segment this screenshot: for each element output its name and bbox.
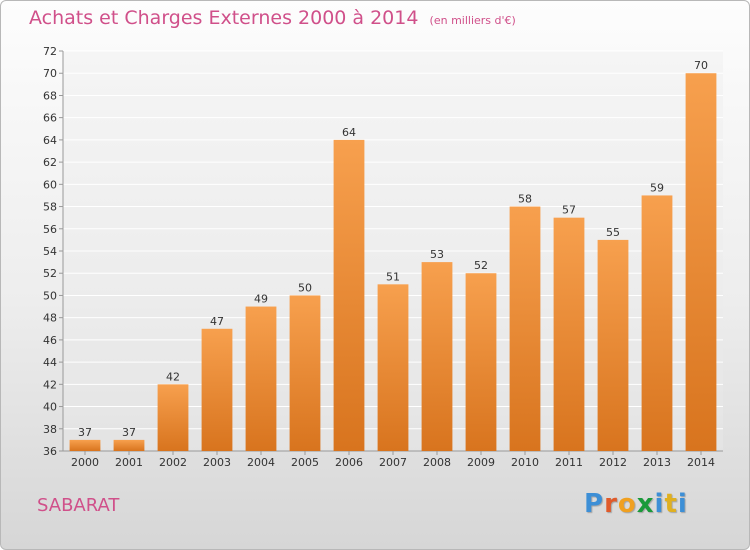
bar: [69, 439, 101, 451]
x-tick-label: 2014: [687, 456, 715, 469]
x-tick-label: 2012: [599, 456, 627, 469]
bar-value-label: 47: [210, 315, 224, 328]
chart-header: Achats et Charges Externes 2000 à 2014 (…: [29, 7, 516, 29]
bar: [465, 273, 497, 451]
y-tick-label: 66: [43, 112, 57, 125]
y-tick-label: 56: [43, 223, 57, 236]
bar: [289, 295, 321, 451]
bar: [113, 439, 145, 451]
logo-letter: r: [604, 489, 618, 519]
bar: [509, 206, 541, 451]
bar-value-label: 37: [122, 426, 136, 439]
logo-letter: o: [617, 489, 637, 519]
y-tick-label: 54: [43, 245, 57, 258]
y-tick-label: 60: [43, 178, 57, 191]
bar: [553, 217, 585, 451]
y-tick-label: 72: [43, 45, 57, 58]
logo-letter: x: [636, 489, 655, 519]
y-tick-label: 62: [43, 156, 57, 169]
bar: [597, 239, 629, 451]
bar-value-label: 57: [562, 204, 576, 217]
logo-letter: t: [664, 489, 678, 519]
bar: [245, 306, 277, 451]
y-tick-label: 44: [43, 356, 57, 369]
bar: [157, 384, 189, 451]
bar-value-label: 55: [606, 226, 620, 239]
commune-name: SABARAT: [37, 495, 120, 516]
x-tick-label: 2011: [555, 456, 583, 469]
bar-value-label: 59: [650, 181, 664, 194]
x-tick-label: 2006: [335, 456, 363, 469]
y-tick-label: 36: [43, 445, 57, 458]
y-tick-label: 70: [43, 67, 57, 80]
x-tick-label: 2005: [291, 456, 319, 469]
y-tick-label: 50: [43, 289, 57, 302]
x-tick-label: 2013: [643, 456, 671, 469]
x-tick-label: 2008: [423, 456, 451, 469]
chart-title: Achats et Charges Externes 2000 à 2014: [29, 7, 419, 29]
bar-value-label: 51: [386, 270, 400, 283]
bar-value-label: 70: [694, 59, 708, 72]
x-tick-label: 2007: [379, 456, 407, 469]
bar-value-label: 52: [474, 259, 488, 272]
x-tick-label: 2001: [115, 456, 143, 469]
y-tick-label: 42: [43, 378, 57, 391]
proxiti-logo: Proxiti: [584, 489, 688, 519]
y-tick-label: 48: [43, 312, 57, 325]
logo-letter: i: [654, 489, 665, 519]
bar-value-label: 58: [518, 193, 532, 206]
bar-value-label: 64: [342, 126, 356, 139]
chart-subtitle: (en milliers d'€): [429, 14, 516, 27]
bar-value-label: 53: [430, 248, 444, 261]
x-tick-label: 2003: [203, 456, 231, 469]
logo-letter: i: [677, 489, 688, 519]
bar-value-label: 37: [78, 426, 92, 439]
y-tick-label: 40: [43, 401, 57, 414]
y-tick-label: 46: [43, 334, 57, 347]
bar: [333, 139, 365, 451]
bar: [421, 262, 453, 451]
bar: [685, 73, 717, 451]
bar: [201, 328, 233, 451]
bar-value-label: 42: [166, 370, 180, 383]
y-tick-label: 52: [43, 267, 57, 280]
x-tick-label: 2009: [467, 456, 495, 469]
y-tick-label: 38: [43, 423, 57, 436]
bar-value-label: 50: [298, 281, 312, 294]
bar: [641, 195, 673, 451]
y-tick-label: 58: [43, 201, 57, 214]
bar-value-label: 49: [254, 293, 268, 306]
x-tick-label: 2010: [511, 456, 539, 469]
x-tick-label: 2002: [159, 456, 187, 469]
x-tick-label: 2004: [247, 456, 275, 469]
bar: [377, 284, 409, 451]
y-tick-label: 68: [43, 89, 57, 102]
y-tick-label: 64: [43, 134, 57, 147]
x-tick-label: 2000: [71, 456, 99, 469]
logo-letter: P: [584, 489, 605, 519]
